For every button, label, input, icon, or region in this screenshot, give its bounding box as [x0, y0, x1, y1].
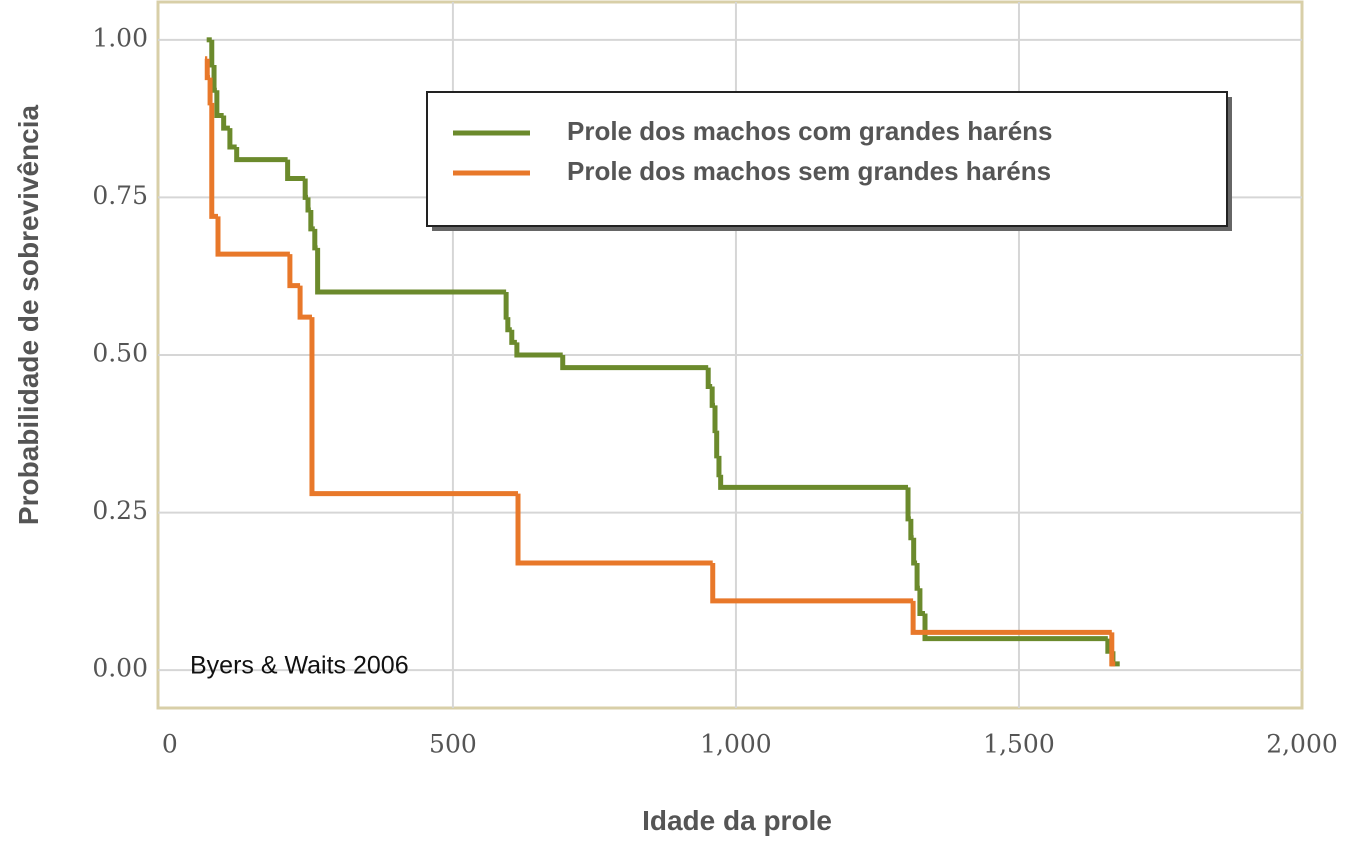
step-segment: [917, 588, 926, 616]
y-axis-title: Probabilidade de sobrevivência: [13, 105, 44, 526]
step-segment: [908, 518, 914, 541]
x-axis-title: Idade da prole: [642, 805, 832, 836]
x-tick-label: 0: [162, 730, 178, 759]
y-tick-label: 0.75: [92, 181, 148, 210]
annotation: Byers & Waits 2006: [190, 652, 409, 680]
legend-label: Prole dos machos com grandes haréns: [567, 116, 1053, 146]
step-segment: [287, 254, 301, 289]
step-segment: [716, 455, 722, 478]
step-segment: [215, 216, 290, 257]
step-segment: [922, 613, 1108, 642]
step-segment: [207, 77, 213, 106]
step-segment: [315, 247, 507, 295]
step-segment: [718, 474, 909, 490]
step-segment: [714, 430, 720, 459]
grid: [158, 2, 1302, 708]
y-tick-label: 0.00: [92, 654, 148, 683]
y-tick-label: 0.50: [92, 339, 148, 368]
step-segment: [910, 600, 1112, 635]
step-segment: [209, 102, 219, 219]
step-segment: [905, 487, 911, 522]
y-tick-label: 1.00: [92, 23, 148, 52]
step-segment: [514, 342, 563, 358]
x-tick-label: 500: [429, 730, 477, 759]
step-segment: [309, 317, 519, 497]
step-segment: [312, 228, 318, 251]
step-segment: [221, 115, 230, 131]
step-segment: [914, 563, 920, 591]
step-segment: [302, 178, 309, 200]
step-segment: [710, 563, 914, 604]
step-segment: [709, 386, 715, 408]
step-segment: [305, 197, 311, 213]
step-segment: [214, 90, 224, 118]
step-segment: [297, 285, 312, 320]
x-tick-label: 1,000: [700, 730, 772, 759]
step-segment: [227, 128, 237, 150]
step-segment: [211, 65, 217, 93]
legend-label: Prole dos machos sem grandes haréns: [567, 156, 1051, 186]
x-tick-label: 1,500: [983, 730, 1055, 759]
y-tick-label: 0.25: [92, 496, 148, 525]
step-segment: [204, 58, 211, 81]
step-segment: [234, 146, 288, 163]
step-segment: [285, 159, 306, 181]
step-segment: [515, 493, 713, 566]
step-segment: [712, 405, 718, 434]
step-segment: [1109, 632, 1116, 667]
step-segment: [560, 355, 709, 371]
legend-entries: Prole dos machos com grandes haréns Prole…: [453, 116, 1053, 186]
lines: [204, 37, 1120, 667]
x-tick-label: 2,000: [1266, 730, 1338, 759]
legend: [426, 91, 1228, 227]
step-segment: [209, 39, 215, 68]
step-segment: [503, 291, 509, 320]
